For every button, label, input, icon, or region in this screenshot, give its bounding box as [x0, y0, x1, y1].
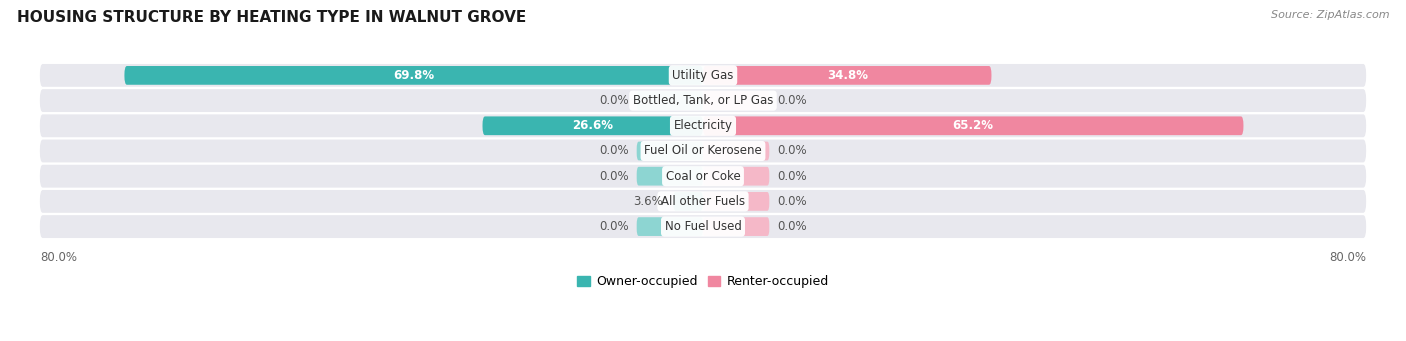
FancyBboxPatch shape: [39, 215, 1367, 238]
Text: 0.0%: 0.0%: [778, 220, 807, 233]
Text: Source: ZipAtlas.com: Source: ZipAtlas.com: [1271, 10, 1389, 20]
Text: 0.0%: 0.0%: [778, 145, 807, 158]
Text: 0.0%: 0.0%: [599, 94, 628, 107]
FancyBboxPatch shape: [124, 66, 703, 85]
Legend: Owner-occupied, Renter-occupied: Owner-occupied, Renter-occupied: [572, 270, 834, 293]
Text: HOUSING STRUCTURE BY HEATING TYPE IN WALNUT GROVE: HOUSING STRUCTURE BY HEATING TYPE IN WAL…: [17, 10, 526, 25]
Text: 0.0%: 0.0%: [778, 94, 807, 107]
Text: Bottled, Tank, or LP Gas: Bottled, Tank, or LP Gas: [633, 94, 773, 107]
FancyBboxPatch shape: [637, 91, 703, 110]
FancyBboxPatch shape: [703, 116, 1243, 135]
FancyBboxPatch shape: [703, 142, 769, 160]
Text: 26.6%: 26.6%: [572, 119, 613, 132]
Text: Electricity: Electricity: [673, 119, 733, 132]
FancyBboxPatch shape: [482, 116, 703, 135]
Text: All other Fuels: All other Fuels: [661, 195, 745, 208]
FancyBboxPatch shape: [703, 217, 769, 236]
Text: Utility Gas: Utility Gas: [672, 69, 734, 82]
FancyBboxPatch shape: [637, 217, 703, 236]
FancyBboxPatch shape: [39, 64, 1367, 87]
FancyBboxPatch shape: [703, 91, 769, 110]
Text: Coal or Coke: Coal or Coke: [665, 170, 741, 183]
FancyBboxPatch shape: [703, 192, 769, 211]
Text: 3.6%: 3.6%: [634, 195, 664, 208]
Text: 0.0%: 0.0%: [778, 170, 807, 183]
FancyBboxPatch shape: [703, 167, 769, 186]
Text: No Fuel Used: No Fuel Used: [665, 220, 741, 233]
Text: 65.2%: 65.2%: [953, 119, 994, 132]
Text: 0.0%: 0.0%: [778, 195, 807, 208]
FancyBboxPatch shape: [39, 139, 1367, 162]
FancyBboxPatch shape: [39, 89, 1367, 112]
Text: 0.0%: 0.0%: [599, 170, 628, 183]
Text: 34.8%: 34.8%: [827, 69, 868, 82]
Text: 80.0%: 80.0%: [1329, 251, 1367, 264]
Text: 69.8%: 69.8%: [394, 69, 434, 82]
FancyBboxPatch shape: [39, 190, 1367, 213]
FancyBboxPatch shape: [703, 66, 991, 85]
Text: 0.0%: 0.0%: [599, 220, 628, 233]
FancyBboxPatch shape: [39, 114, 1367, 137]
FancyBboxPatch shape: [673, 192, 703, 211]
Text: 0.0%: 0.0%: [599, 145, 628, 158]
FancyBboxPatch shape: [637, 142, 703, 160]
FancyBboxPatch shape: [39, 165, 1367, 188]
Text: Fuel Oil or Kerosene: Fuel Oil or Kerosene: [644, 145, 762, 158]
FancyBboxPatch shape: [637, 167, 703, 186]
Text: 80.0%: 80.0%: [39, 251, 77, 264]
